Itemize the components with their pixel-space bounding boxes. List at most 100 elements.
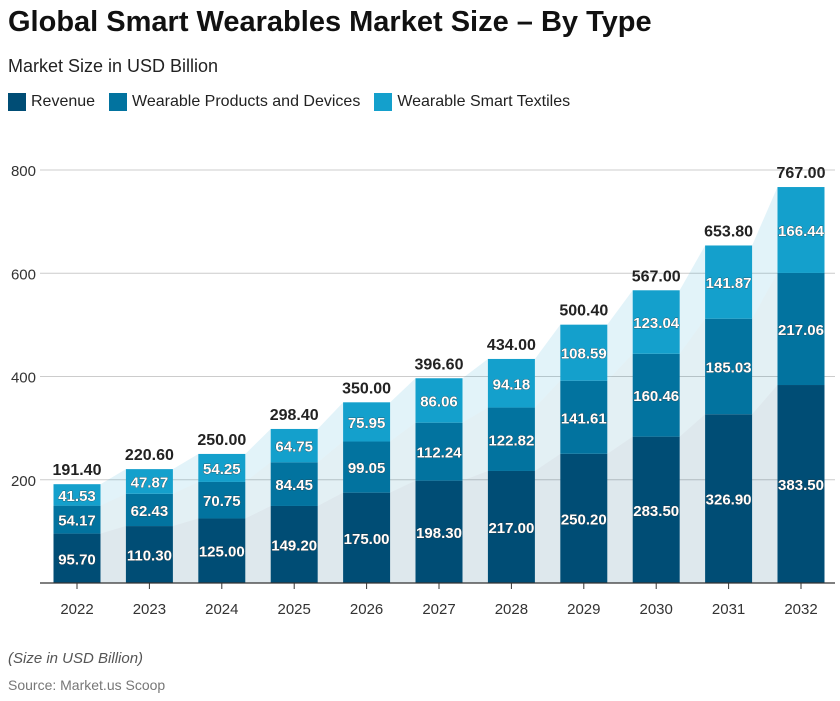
data-label: 112.24	[416, 445, 462, 462]
connector-area	[462, 470, 488, 583]
connector-area	[679, 245, 706, 354]
connector-area	[390, 378, 416, 442]
bar-segment	[705, 245, 753, 319]
data-label: 125.00	[199, 544, 245, 561]
bar-segment	[198, 453, 246, 482]
bar-segment	[705, 318, 753, 415]
data-label: 110.30	[127, 548, 172, 565]
bar-segment	[270, 428, 318, 463]
legend-item-textiles: Wearable Smart Textiles	[374, 93, 570, 111]
data-label: 217.06	[778, 322, 824, 339]
data-label: 75.95	[348, 415, 386, 432]
bar-segment	[198, 481, 246, 519]
data-label: 54.25	[203, 461, 241, 478]
bar-segment	[125, 469, 173, 494]
y-tick-label: 200	[11, 473, 36, 490]
x-tick-label: 2024	[205, 601, 238, 618]
connector-area	[317, 492, 344, 583]
y-tick-label: 400	[11, 370, 36, 387]
chart-subtitle: Market Size in USD Billion	[8, 56, 219, 76]
data-label: 185.03	[706, 359, 752, 376]
bar-segment	[487, 358, 535, 408]
bar-segment	[632, 353, 680, 437]
data-label: 217.00	[488, 520, 534, 537]
data-label: 62.43	[131, 503, 169, 520]
data-label: 94.18	[493, 376, 531, 393]
legend-item-revenue: Revenue	[8, 93, 95, 111]
data-label: 250.20	[561, 511, 607, 528]
bar-segment	[270, 505, 318, 583]
connector-area	[679, 414, 706, 583]
connector-area	[100, 526, 126, 583]
data-label: 84.45	[275, 477, 313, 494]
connector-area	[607, 353, 633, 454]
data-label: 123.04	[633, 315, 680, 332]
x-tick-label: 2029	[567, 601, 600, 618]
chart-title: Global Smart Wearables Market Size – By …	[8, 6, 652, 38]
connector-area	[172, 518, 199, 583]
connector-area	[172, 453, 199, 494]
bar-segment	[343, 441, 391, 493]
bar-segment	[125, 493, 173, 527]
bar-segment	[415, 480, 463, 583]
bar-segment	[632, 436, 680, 583]
total-label: 350.00	[342, 380, 391, 397]
total-label: 653.80	[704, 223, 753, 240]
legend-swatch	[109, 93, 128, 111]
total-label: 191.40	[53, 462, 102, 479]
source: Source: Market.us Scoop	[8, 677, 166, 693]
x-tick-label: 2023	[133, 601, 166, 618]
connector-area	[100, 469, 126, 506]
x-tick-label: 2027	[422, 601, 455, 618]
bar-segment	[125, 526, 173, 583]
data-label: 149.20	[271, 537, 317, 554]
x-tick-label: 2026	[350, 601, 383, 618]
connector-area	[462, 358, 488, 423]
connector-area	[752, 385, 778, 583]
total-label: 434.00	[487, 337, 536, 354]
x-tick-label: 2030	[640, 601, 673, 618]
bar-segment	[198, 518, 246, 583]
bar-segment	[487, 470, 535, 583]
legend-label: Wearable Products and Devices	[132, 93, 361, 110]
connector-area	[607, 436, 633, 583]
bar-segment	[415, 378, 463, 423]
connector-area	[390, 480, 416, 583]
legend-label: Wearable Smart Textiles	[397, 93, 571, 110]
total-label: 250.00	[197, 432, 246, 449]
bar-segment	[777, 187, 825, 273]
data-label: 198.30	[416, 525, 462, 542]
total-label: 767.00	[777, 165, 826, 182]
total-label: 220.60	[125, 447, 174, 464]
data-label: 47.87	[131, 474, 169, 491]
data-label: 95.70	[58, 551, 96, 568]
x-tick-label: 2022	[60, 601, 93, 618]
connector-area	[317, 402, 344, 463]
connector-area	[462, 407, 488, 481]
bar-segment	[560, 453, 608, 583]
connector-area	[245, 462, 271, 519]
connector-area	[172, 481, 199, 527]
bar-segment	[632, 290, 680, 354]
connector-area	[534, 380, 561, 471]
total-label: 396.60	[415, 356, 464, 373]
legend-swatch	[8, 93, 26, 111]
total-label: 567.00	[632, 268, 681, 285]
bar-segment	[270, 462, 318, 506]
legend-label: Revenue	[31, 93, 96, 110]
bar-segment	[343, 492, 391, 583]
legend-swatch	[374, 93, 393, 111]
connector-area	[607, 290, 633, 381]
data-label: 141.87	[706, 275, 752, 292]
note: (Size in USD Billion)	[8, 650, 144, 667]
total-label: 298.40	[270, 407, 319, 424]
data-label: 122.82	[488, 432, 534, 449]
data-label: 175.00	[344, 531, 390, 548]
bar-segment	[560, 380, 608, 454]
data-label: 54.17	[58, 513, 96, 530]
x-tick-label: 2028	[495, 601, 528, 618]
bar-segment	[705, 414, 753, 583]
data-label: 41.53	[58, 488, 96, 505]
